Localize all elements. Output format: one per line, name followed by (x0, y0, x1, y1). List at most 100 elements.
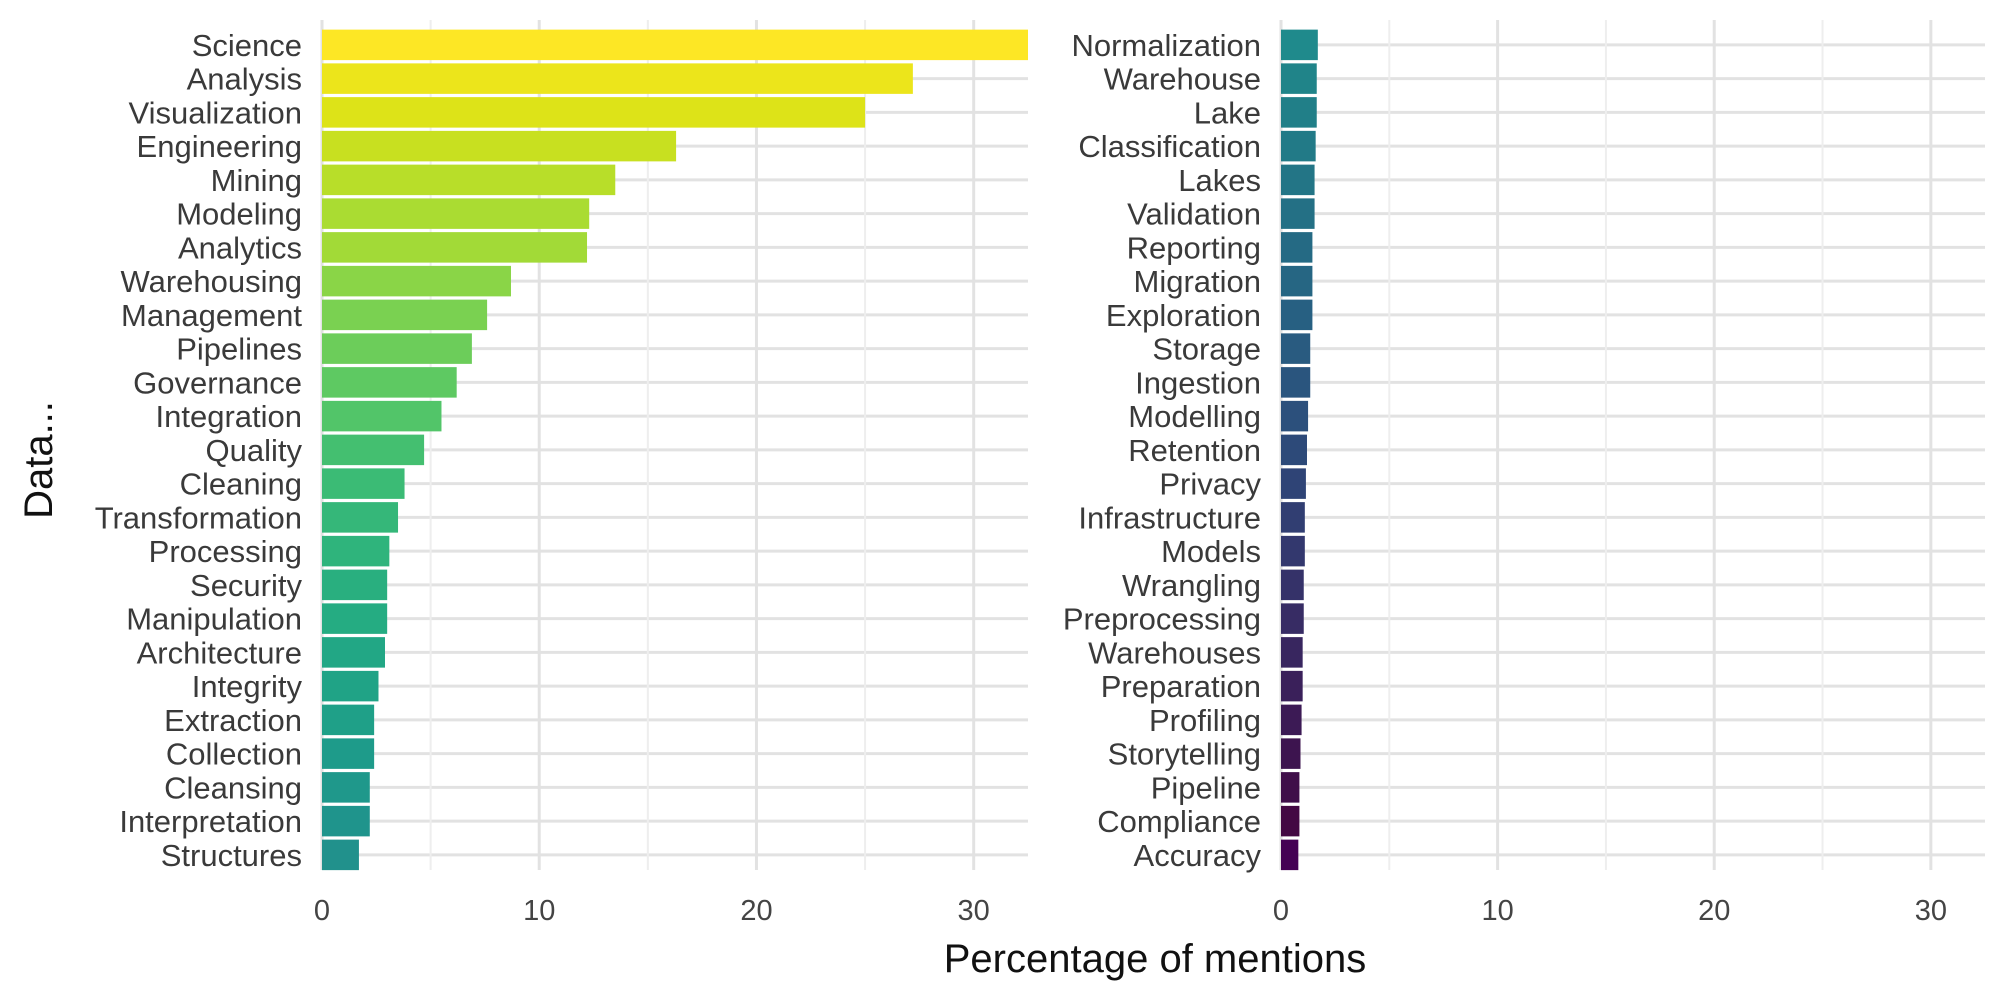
category-label-pipeline: Pipeline (1151, 770, 1261, 805)
category-label-wrangling: Wrangling (1122, 568, 1261, 603)
category-label-collection: Collection (166, 737, 302, 772)
bar-pipelines (322, 333, 472, 364)
bar-mining (322, 164, 616, 196)
category-label-exploration: Exploration (1106, 298, 1261, 333)
bar-modeling (322, 198, 590, 229)
category-label-visualization: Visualization (129, 95, 302, 130)
category-label-structures: Structures (161, 838, 302, 873)
category-label-models: Models (1161, 534, 1261, 569)
category-label-lake: Lake (1194, 95, 1261, 130)
category-label-analysis: Analysis (187, 62, 302, 97)
bar-cleansing (322, 772, 370, 803)
x-tick-label: 20 (1698, 895, 1730, 927)
category-label-integrity: Integrity (192, 669, 303, 704)
bar-lakes (1281, 164, 1315, 196)
category-label-ingestion: Ingestion (1135, 365, 1261, 400)
category-label-architecture: Architecture (137, 635, 302, 670)
category-label-security: Security (190, 568, 302, 603)
category-label-warehousing: Warehousing (120, 264, 302, 299)
y-axis-title: Data... (17, 401, 61, 519)
category-label-mining: Mining (211, 163, 302, 198)
bar-storytelling (1281, 738, 1301, 769)
category-label-validation: Validation (1127, 197, 1261, 232)
category-label-warehouses: Warehouses (1088, 635, 1261, 670)
bar-preprocessing (1281, 603, 1304, 634)
bar-science (322, 29, 1028, 61)
bar-normalization (1281, 29, 1318, 61)
category-label-extraction: Extraction (164, 703, 302, 738)
category-label-cleaning: Cleaning (180, 467, 302, 502)
bar-architecture (322, 637, 385, 668)
category-label-manipulation: Manipulation (126, 602, 302, 637)
category-label-pipelines: Pipelines (176, 332, 302, 367)
category-label-quality: Quality (206, 433, 303, 468)
category-label-governance: Governance (133, 365, 302, 400)
category-label-normalization: Normalization (1071, 28, 1261, 63)
category-label-modeling: Modeling (176, 197, 302, 232)
bar-wrangling (1281, 569, 1304, 601)
bar-cleaning (322, 468, 405, 499)
bar-classification (1281, 130, 1316, 162)
bar-quality (322, 434, 425, 466)
bar-ingestion (1281, 367, 1311, 398)
bar-structures (322, 839, 359, 871)
category-label-modelling: Modelling (1128, 399, 1261, 434)
category-label-transformation: Transformation (95, 500, 302, 535)
bar-infrastructure (1281, 502, 1305, 533)
bar-migration (1281, 265, 1313, 297)
bar-compliance (1281, 805, 1300, 837)
category-label-compliance: Compliance (1097, 804, 1261, 839)
x-tick-label: 10 (1481, 895, 1513, 927)
category-label-processing: Processing (149, 534, 302, 569)
category-label-integration: Integration (156, 399, 303, 434)
category-label-storage: Storage (1152, 332, 1261, 367)
x-tick-label: 20 (740, 895, 772, 927)
left-panel: 0 10 20 30 ScienceAnalysisVisualizationEngin… (95, 20, 1028, 927)
bar-storage (1281, 333, 1311, 364)
bar-modelling (1281, 400, 1309, 432)
bar-reporting (1281, 232, 1313, 263)
category-label-storytelling: Storytelling (1108, 737, 1261, 772)
bar-integration (322, 400, 442, 432)
right-panel: 0 10 20 30 NormalizationWarehouseLakeClassif… (1063, 20, 1985, 927)
bar-privacy (1281, 468, 1306, 499)
bar-interpretation (322, 805, 370, 837)
category-label-infrastructure: Infrastructure (1078, 500, 1261, 535)
category-label-lakes: Lakes (1178, 163, 1261, 198)
bar-visualization (322, 97, 866, 128)
bar-profiling (1281, 704, 1302, 736)
bar-processing (322, 535, 390, 567)
category-label-science: Science (192, 28, 302, 63)
x-tick-label: 10 (523, 895, 555, 927)
category-label-migration: Migration (1134, 264, 1262, 299)
category-label-reporting: Reporting (1127, 230, 1261, 265)
bar-pipeline (1281, 772, 1300, 803)
bar-transformation (322, 502, 399, 533)
x-tick-label: 30 (1915, 895, 1947, 927)
bar-manipulation (322, 603, 388, 634)
bar-analysis (322, 63, 913, 94)
bar-integrity (322, 670, 379, 702)
bar-preparation (1281, 670, 1303, 702)
bar-accuracy (1281, 839, 1299, 871)
category-label-preprocessing: Preprocessing (1063, 602, 1261, 637)
bar-analytics (322, 232, 588, 263)
bar-models (1281, 535, 1305, 567)
category-label-preparation: Preparation (1101, 669, 1261, 704)
bar-validation (1281, 198, 1315, 229)
category-label-cleansing: Cleansing (164, 770, 302, 805)
bar-warehouse (1281, 63, 1317, 94)
category-label-profiling: Profiling (1149, 703, 1261, 738)
bar-lake (1281, 97, 1317, 128)
bar-governance (322, 367, 457, 398)
bar-engineering (322, 130, 677, 162)
bar-exploration (1281, 299, 1313, 331)
category-label-privacy: Privacy (1159, 467, 1261, 502)
category-label-analytics: Analytics (178, 230, 302, 265)
x-tick-label: 30 (958, 895, 990, 927)
bar-collection (322, 738, 375, 769)
x-axis-title: Percentage of mentions (944, 937, 1366, 981)
bar-management (322, 299, 488, 331)
bar-extraction (322, 704, 375, 736)
